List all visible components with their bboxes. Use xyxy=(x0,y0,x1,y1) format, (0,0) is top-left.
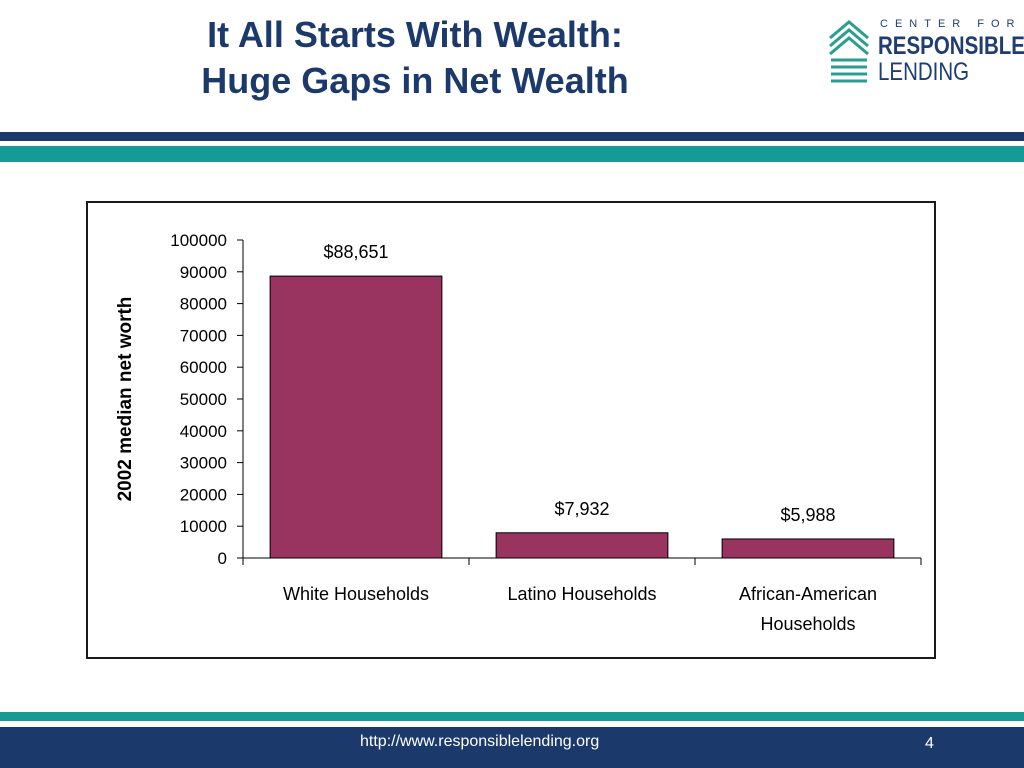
y-tick-label: 0 xyxy=(218,549,227,568)
footer-teal-band xyxy=(0,712,1024,721)
logo-line2: LENDING xyxy=(878,58,970,86)
logo-line1: RESPONSIBLE xyxy=(878,32,1024,60)
header-teal-band xyxy=(0,146,1024,162)
slide-title: It All Starts With Wealth: Huge Gaps in … xyxy=(120,12,710,104)
y-tick-label: 20000 xyxy=(180,485,227,504)
y-tick-label: 10000 xyxy=(180,517,227,536)
bar xyxy=(495,532,669,559)
x-tick-label: Latino Households xyxy=(507,584,656,604)
y-axis-title: 2002 median net worth xyxy=(115,297,136,502)
header-navy-band xyxy=(0,132,1024,141)
y-tick-label: 30000 xyxy=(180,454,227,473)
bar xyxy=(721,538,895,559)
footer-navy-band xyxy=(0,727,1024,768)
stacked-chevrons-icon xyxy=(829,20,869,83)
y-tick-label: 60000 xyxy=(180,358,227,377)
x-tick-label: Households xyxy=(760,614,855,634)
data-label: $5,988 xyxy=(780,505,835,525)
slide-title-line1: It All Starts With Wealth: xyxy=(207,14,623,55)
center-for-responsible-lending-logo: CENTER FOR RESPONSIBLE LENDING xyxy=(828,16,1024,88)
y-tick-label: 40000 xyxy=(180,422,227,441)
bar xyxy=(269,275,443,559)
x-tick-label: African-American xyxy=(739,584,877,604)
page-number: 4 xyxy=(925,735,934,752)
data-label: $7,932 xyxy=(554,499,609,519)
y-tick-label: 90000 xyxy=(180,263,227,282)
bar-chart: 0 10000 20000 30000 40000 50000 60000 70000 8000… xyxy=(115,231,922,634)
y-tick-label: 100000 xyxy=(170,231,227,250)
footer-url[interactable]: http://www.responsiblelending.org xyxy=(360,733,600,750)
y-tick-label: 80000 xyxy=(180,295,227,314)
y-tick-label: 70000 xyxy=(180,326,227,345)
chart-frame: 0 10000 20000 30000 40000 50000 60000 70000 8000… xyxy=(86,201,936,659)
y-tick-label: 50000 xyxy=(180,390,227,409)
logo-small-text: CENTER FOR xyxy=(880,18,1022,30)
x-tick-label: White Households xyxy=(283,584,429,604)
slide-title-line2: Huge Gaps in Net Wealth xyxy=(201,60,629,101)
data-label: $88,651 xyxy=(323,242,388,262)
